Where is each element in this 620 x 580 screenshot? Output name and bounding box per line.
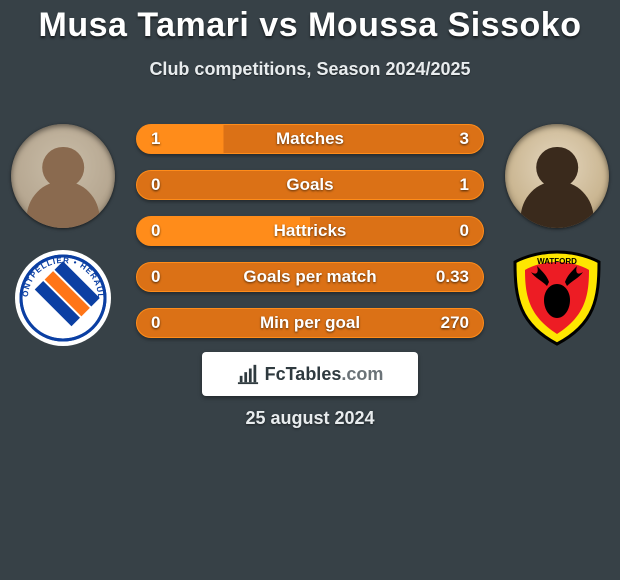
stat-bar: 0 Goals per match 0.33 [136, 262, 484, 292]
stat-label: Hattricks [274, 221, 347, 241]
svg-text:WATFORD: WATFORD [537, 257, 577, 266]
stat-label: Goals per match [243, 267, 376, 287]
player-right-avatar [505, 124, 609, 228]
stat-value-right: 0.33 [436, 267, 469, 287]
source-badge: FcTables.com [202, 352, 418, 396]
stat-bar: 1 Matches 3 [136, 124, 484, 154]
stat-bars: 1 Matches 3 0 Goals 1 0 Hattricks 0 0 Goals per ma… [136, 124, 484, 354]
bar-chart-icon [237, 363, 259, 385]
stat-value-left: 1 [151, 129, 160, 149]
comparison-card: Musa Tamari vs Moussa Sissoko Club compe… [0, 0, 620, 580]
stat-value-left: 0 [151, 313, 160, 333]
page-title: Musa Tamari vs Moussa Sissoko [0, 0, 620, 45]
watford-crest-icon: WATFORD [507, 248, 607, 348]
player-right-column: WATFORD [502, 124, 612, 348]
brand-domain: .com [341, 364, 383, 384]
stat-value-right: 270 [441, 313, 469, 333]
stat-label: Min per goal [260, 313, 360, 333]
stat-value-left: 0 [151, 221, 160, 241]
stat-label: Matches [276, 129, 344, 149]
stat-value-right: 3 [460, 129, 469, 149]
subtitle: Club competitions, Season 2024/2025 [0, 59, 620, 80]
club-left-crest: MONTPELLIER • HERAULT [13, 248, 113, 348]
stat-value-left: 0 [151, 267, 160, 287]
brand-name: FcTables [265, 364, 342, 384]
player-left-avatar [11, 124, 115, 228]
stat-bar: 0 Goals 1 [136, 170, 484, 200]
stat-value-right: 1 [460, 175, 469, 195]
stat-value-left: 0 [151, 175, 160, 195]
stat-value-right: 0 [460, 221, 469, 241]
club-right-crest: WATFORD [507, 248, 607, 348]
stat-bar: 0 Hattricks 0 [136, 216, 484, 246]
montpellier-crest-icon: MONTPELLIER • HERAULT [13, 248, 113, 348]
stat-label: Goals [286, 175, 333, 195]
player-left-column: MONTPELLIER • HERAULT [8, 124, 118, 348]
stat-bar: 0 Min per goal 270 [136, 308, 484, 338]
date-label: 25 august 2024 [0, 408, 620, 429]
